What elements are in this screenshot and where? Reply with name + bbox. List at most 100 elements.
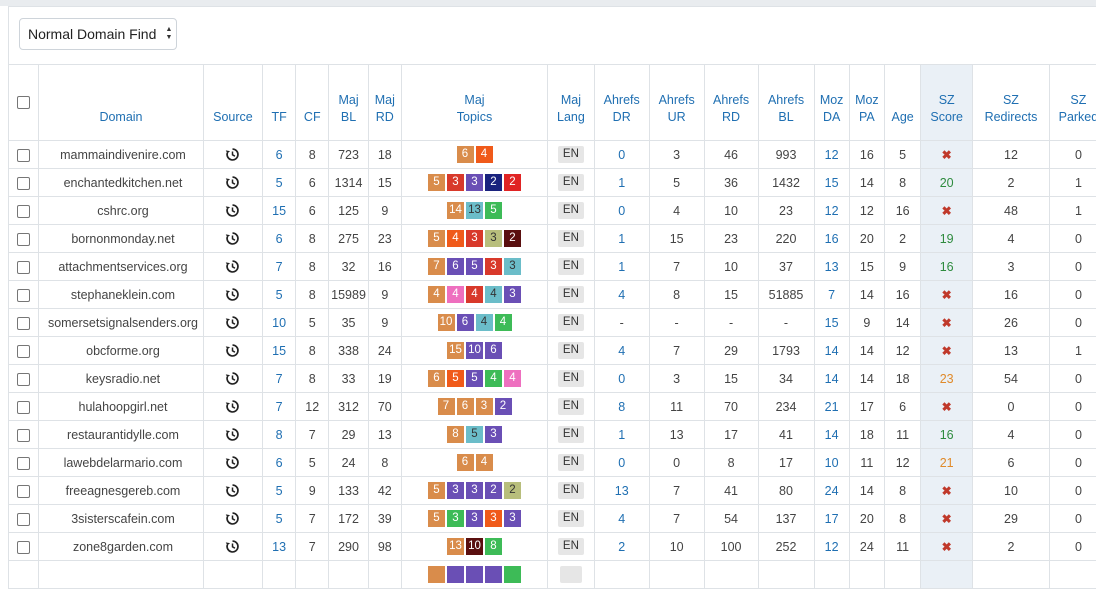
tf-link[interactable]: 15 — [272, 204, 286, 218]
row-checkbox[interactable] — [17, 289, 30, 302]
ahrefs-dr-link[interactable]: 0 — [618, 204, 625, 218]
ahrefs-dr-link[interactable]: 4 — [618, 344, 625, 358]
history-icon[interactable] — [225, 455, 240, 469]
header-domain[interactable]: Domain — [39, 65, 204, 141]
header-tf[interactable]: TF — [263, 65, 296, 141]
moz-da-link[interactable]: 16 — [825, 232, 839, 246]
history-icon[interactable] — [225, 287, 240, 301]
history-icon[interactable] — [225, 511, 240, 525]
moz-da-link[interactable]: 14 — [825, 428, 839, 442]
tf-link[interactable]: 15 — [272, 344, 286, 358]
header-age[interactable]: Age — [885, 65, 921, 141]
ahrefs-dr-link[interactable]: 1 — [618, 428, 625, 442]
sz-score-value: 20 — [940, 176, 954, 190]
history-icon[interactable] — [225, 315, 240, 329]
tf-link[interactable]: 5 — [276, 288, 283, 302]
moz-da-link[interactable]: 15 — [825, 316, 839, 330]
tf-link[interactable]: 13 — [272, 540, 286, 554]
moz-da-link[interactable]: 24 — [825, 484, 839, 498]
domain-finder-select[interactable]: Normal Domain Find ▲▼ — [19, 18, 177, 50]
sz-parked-cell: 0 — [1049, 225, 1096, 253]
tf-link[interactable]: 5 — [276, 484, 283, 498]
moz-da-link[interactable]: 12 — [825, 204, 839, 218]
moz-da-link[interactable]: 12 — [825, 540, 839, 554]
moz-da-link[interactable]: 7 — [828, 288, 835, 302]
row-checkbox[interactable] — [17, 457, 30, 470]
history-icon[interactable] — [225, 483, 240, 497]
history-icon[interactable] — [225, 147, 240, 161]
row-checkbox[interactable] — [17, 373, 30, 386]
row-checkbox[interactable] — [17, 345, 30, 358]
tf-link[interactable]: 10 — [272, 316, 286, 330]
row-checkbox[interactable] — [17, 205, 30, 218]
row-checkbox[interactable] — [17, 429, 30, 442]
history-icon[interactable] — [225, 343, 240, 357]
moz-da-link[interactable]: 12 — [825, 148, 839, 162]
row-checkbox[interactable] — [17, 401, 30, 414]
history-icon[interactable] — [225, 539, 240, 553]
tf-link[interactable]: 5 — [276, 512, 283, 526]
tf-link[interactable]: 5 — [276, 176, 283, 190]
row-checkbox[interactable] — [17, 513, 30, 526]
ahrefs-dr-link[interactable]: 0 — [618, 456, 625, 470]
row-checkbox[interactable] — [17, 261, 30, 274]
moz-da-link[interactable]: 13 — [825, 260, 839, 274]
history-icon[interactable] — [225, 203, 240, 217]
history-icon[interactable] — [225, 231, 240, 245]
tf-link[interactable]: 7 — [276, 260, 283, 274]
moz-da-link[interactable]: 17 — [825, 512, 839, 526]
history-icon[interactable] — [225, 399, 240, 413]
ahrefs-bl-cell: 80 — [758, 477, 814, 505]
ahrefs-dr-link[interactable]: 1 — [618, 176, 625, 190]
row-checkbox[interactable] — [17, 541, 30, 554]
moz-da-link[interactable]: 21 — [825, 400, 839, 414]
row-checkbox[interactable] — [17, 233, 30, 246]
history-icon[interactable] — [225, 175, 240, 189]
select-all-checkbox[interactable] — [17, 96, 30, 109]
moz-da-link[interactable]: 14 — [825, 372, 839, 386]
ahrefs-dr-link[interactable]: 2 — [618, 540, 625, 554]
row-checkbox[interactable] — [17, 149, 30, 162]
history-icon[interactable] — [225, 427, 240, 441]
history-icon[interactable] — [225, 259, 240, 273]
ahrefs-dr-link[interactable]: 0 — [618, 148, 625, 162]
history-icon[interactable] — [225, 371, 240, 385]
row-checkbox[interactable] — [17, 177, 30, 190]
ahrefs-dr-link[interactable]: 4 — [618, 288, 625, 302]
tf-link[interactable]: 8 — [276, 428, 283, 442]
tf-link[interactable]: 6 — [276, 148, 283, 162]
domain-name: attachmentservices.org — [58, 260, 187, 274]
domain-cell: mammaindivenire.com — [39, 141, 204, 169]
tf-link[interactable]: 6 — [276, 456, 283, 470]
row-checkbox[interactable] — [17, 317, 30, 330]
ahrefs-dr-link[interactable]: 1 — [618, 260, 625, 274]
tf-link[interactable]: 7 — [276, 400, 283, 414]
ahrefs-dr-link[interactable]: 0 — [618, 372, 625, 386]
tf-link[interactable]: 6 — [276, 232, 283, 246]
moz-da-link[interactable]: 14 — [825, 344, 839, 358]
moz-da-link[interactable]: 15 — [825, 176, 839, 190]
header-source[interactable]: Source — [203, 65, 262, 141]
ahrefs-dr-cell: 2 — [594, 533, 649, 561]
ahrefs-dr-link[interactable]: 4 — [618, 512, 625, 526]
ahrefs-dr-link[interactable]: 8 — [618, 400, 625, 414]
row-checkbox[interactable] — [17, 485, 30, 498]
moz-da-link[interactable]: 10 — [825, 456, 839, 470]
header-cf[interactable]: CF — [296, 65, 329, 141]
ahrefs-dr-link[interactable]: 13 — [615, 484, 629, 498]
ahrefs-dr-link[interactable]: 1 — [618, 232, 625, 246]
tf-link[interactable]: 7 — [276, 372, 283, 386]
